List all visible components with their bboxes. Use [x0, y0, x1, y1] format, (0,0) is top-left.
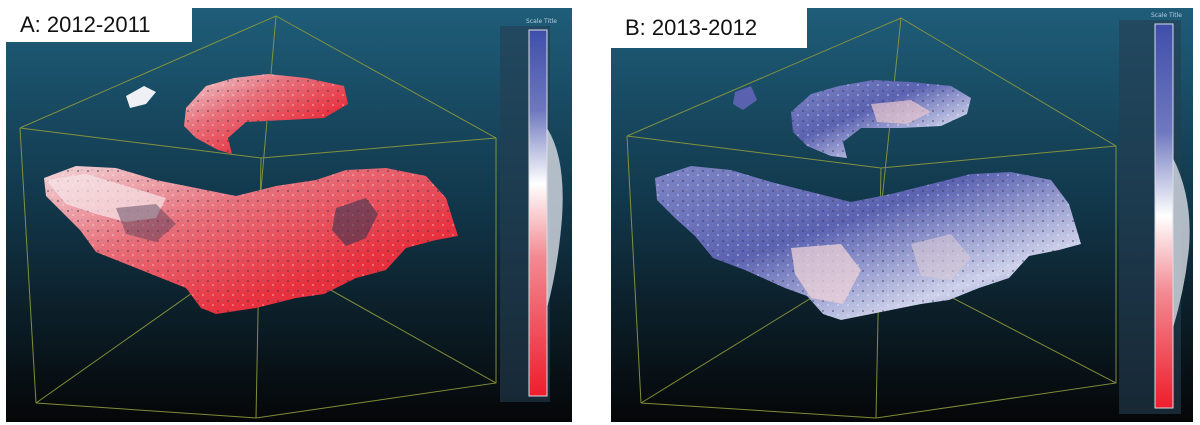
terrain-difference-cloud-a: [44, 74, 458, 314]
terrain-difference-cloud-b: [655, 80, 1081, 320]
panel-b: B: 2013-2012 Scale Title: [611, 8, 1193, 422]
scale-histogram: [1173, 158, 1190, 328]
scale-title-b: Scale Title: [1151, 12, 1182, 19]
panel-label-a: A: 2012-2011: [6, 8, 192, 42]
panel-label-b: B: 2013-2012: [611, 8, 807, 48]
color-scale-bar: [528, 29, 548, 397]
panel-a: A: 2012-2011 Scale Title: [6, 8, 572, 422]
scale-histogram: [547, 128, 563, 308]
scale-title-a: Scale Title: [526, 18, 557, 25]
point-cloud-view-b: [611, 8, 1193, 422]
color-scale-bar: [1154, 23, 1174, 409]
point-cloud-view-a: [6, 8, 572, 422]
